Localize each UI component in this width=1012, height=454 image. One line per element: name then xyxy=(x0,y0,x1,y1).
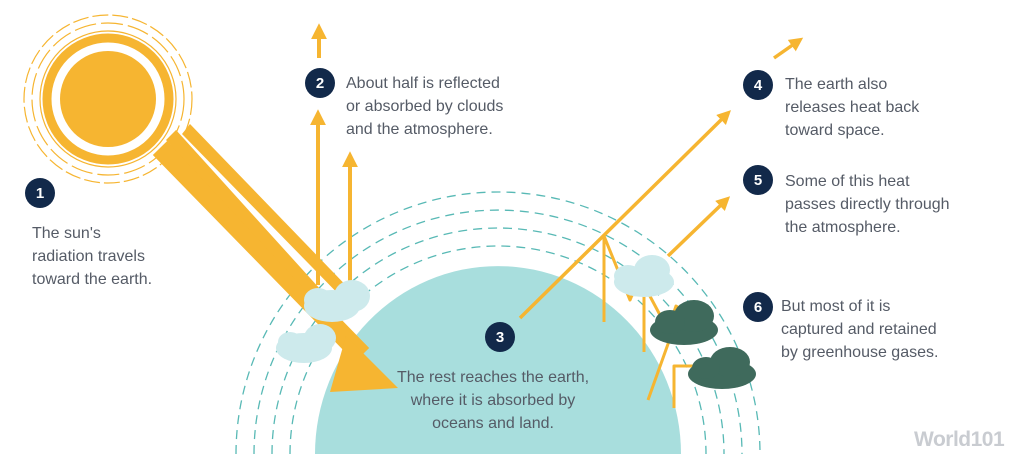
step-6-text: But most of it is captured and retained … xyxy=(781,298,939,361)
reflected-arrows xyxy=(310,23,358,300)
step-2-text: About half is reflected or absorbed by c… xyxy=(346,75,504,138)
step-5-badge: 5 xyxy=(743,165,773,195)
step-1-text: The sun's radiation travels toward the e… xyxy=(32,225,153,288)
world101-logo: World101 xyxy=(914,428,1005,451)
greenhouse-cloud-icon xyxy=(650,300,756,389)
step-5-text: Some of this heat passes directly throug… xyxy=(785,173,950,236)
cloud-icon xyxy=(276,255,674,363)
earth-icon xyxy=(315,266,681,454)
sun-icon xyxy=(23,14,193,184)
step-4-text: The earth also releases heat back toward… xyxy=(785,76,920,139)
step-3-badge: 3 xyxy=(485,322,515,352)
step-4-badge: 4 xyxy=(743,70,773,100)
step-2-badge: 2 xyxy=(305,68,335,98)
step-1-badge: 1 xyxy=(25,178,55,208)
outgoing-heat-arrows xyxy=(518,37,804,320)
step-3-text: The rest reaches the earth, where it is … xyxy=(396,369,590,432)
step-6-badge: 6 xyxy=(743,292,773,322)
